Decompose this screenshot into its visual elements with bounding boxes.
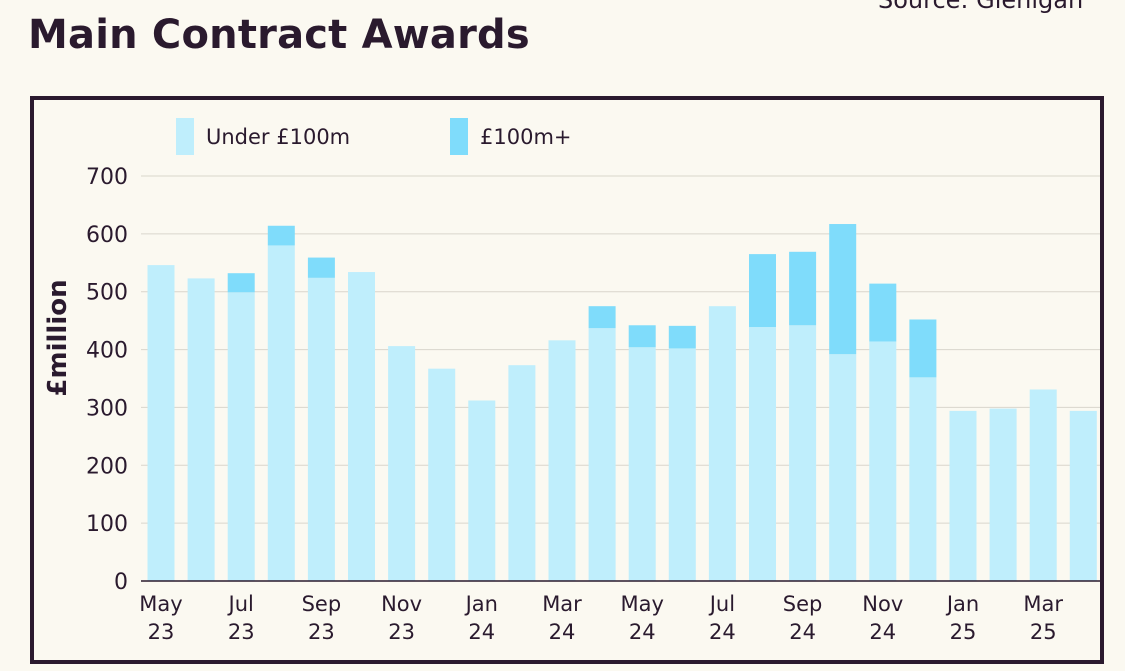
x-tick-label-year: 23: [148, 620, 175, 644]
bar-100m-plus: [668, 325, 696, 349]
bar-under-100m: [789, 325, 817, 581]
bar-100m-plus: [909, 319, 937, 378]
bar-under-100m: [468, 400, 496, 581]
x-tick-label-year: 24: [869, 620, 896, 644]
bar-100m-plus: [588, 306, 616, 329]
x-tick-label-year: 24: [549, 620, 576, 644]
bar-under-100m: [267, 245, 295, 581]
bar-under-100m: [708, 306, 736, 581]
x-tick-labels: May 23 Jul 23 Sep 23 Nov 23 Jan 24 Mar 24 May 24 Jul 24…: [139, 592, 1063, 644]
y-tick-label: 200: [86, 454, 128, 479]
bar-under-100m: [668, 348, 696, 581]
y-tick-label: 300: [86, 396, 128, 421]
bar-under-100m: [548, 340, 576, 581]
bar-under-100m: [949, 410, 977, 581]
bar-under-100m: [388, 346, 416, 581]
chart-title: Main Contract Awards: [28, 12, 530, 58]
y-tick-label: 500: [86, 281, 128, 306]
x-tick-label-month: Jul: [708, 592, 735, 616]
bar-under-100m: [348, 272, 375, 581]
legend: Under £100m £100m+: [176, 118, 572, 155]
x-tick-label-month: Nov: [862, 592, 903, 616]
bar-under-100m: [909, 377, 937, 581]
x-tick-label-month: Sep: [783, 592, 823, 616]
x-tick-label-year: 23: [308, 620, 335, 644]
x-tick-label-year: 25: [950, 620, 977, 644]
y-tick-label: 700: [86, 165, 128, 190]
bar-under-100m: [227, 292, 255, 581]
y-tick-label: 400: [86, 339, 128, 364]
bar-under-100m: [428, 368, 456, 581]
bar-under-100m: [147, 265, 175, 581]
x-tick-label-month: Sep: [302, 592, 342, 616]
bar-100m-plus: [307, 257, 335, 278]
bar-100m-plus: [227, 273, 255, 293]
source-note: Source: Glenigan: [878, 0, 1084, 14]
y-tick-label: 600: [86, 223, 128, 248]
bar-100m-plus: [267, 225, 295, 246]
bar-100m-plus: [749, 254, 776, 328]
bar-under-100m: [829, 354, 857, 581]
legend-swatch: [176, 118, 194, 155]
bar-under-100m: [1029, 389, 1057, 581]
x-tick-label-year: 23: [388, 620, 415, 644]
bar-under-100m: [508, 365, 536, 581]
x-tick-label-month: Nov: [381, 592, 422, 616]
x-tick-label-month: May: [620, 592, 663, 616]
x-tick-label-year: 24: [629, 620, 656, 644]
legend-swatch: [450, 118, 468, 155]
legend-label: £100m+: [480, 125, 572, 149]
grid-lines: [141, 175, 1100, 524]
bar-under-100m: [989, 408, 1017, 581]
x-tick-label-month: Jan: [464, 592, 498, 616]
x-tick-label-month: Mar: [542, 592, 582, 616]
x-tick-label-year: 25: [1030, 620, 1057, 644]
x-tick-label-year: 24: [789, 620, 816, 644]
y-axis-label: £million: [43, 279, 73, 396]
bar-100m-plus: [829, 224, 857, 355]
bar-under-100m: [1069, 410, 1097, 581]
bar-100m-plus: [789, 251, 817, 326]
y-tick-label: 0: [114, 570, 128, 595]
bar-under-100m: [307, 277, 335, 581]
bars: [147, 224, 1097, 581]
bar-under-100m: [588, 328, 616, 581]
y-tick-labels: 0 100 200 300 400 500 600 700: [86, 165, 128, 595]
bar-100m-plus: [869, 283, 897, 342]
x-tick-label-year: 23: [228, 620, 255, 644]
legend-label: Under £100m: [206, 125, 350, 149]
x-tick-label-year: 24: [468, 620, 495, 644]
bar-under-100m: [869, 341, 897, 581]
bar-under-100m: [187, 278, 215, 581]
chart-frame: 0 100 200 300 400 500 600 700 May 23 Jul 23 Sep 23 No…: [30, 96, 1104, 664]
x-tick-label-month: May: [139, 592, 182, 616]
x-tick-label-month: Mar: [1023, 592, 1063, 616]
bar-under-100m: [628, 347, 656, 581]
y-tick-label: 100: [86, 512, 128, 537]
x-tick-label-month: Jul: [227, 592, 254, 616]
x-tick-label-year: 24: [709, 620, 736, 644]
x-tick-label-month: Jan: [945, 592, 979, 616]
bar-100m-plus: [628, 325, 656, 348]
bar-chart: 0 100 200 300 400 500 600 700 May 23 Jul 23 Sep 23 No…: [43, 118, 1100, 644]
bar-under-100m: [749, 327, 776, 581]
